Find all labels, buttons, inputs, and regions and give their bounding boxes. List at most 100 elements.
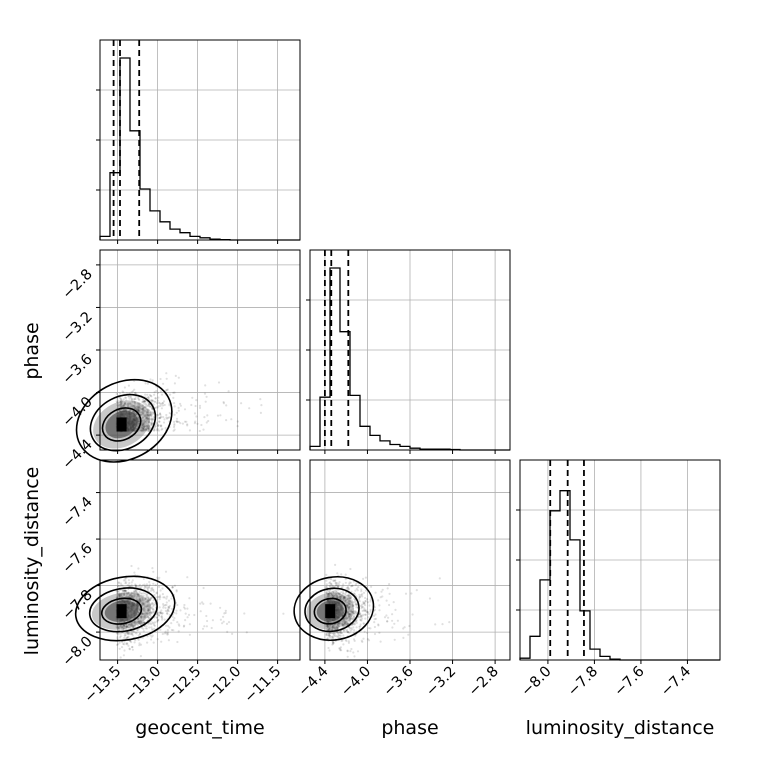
scatter-point [236, 425, 239, 428]
scatter-point [161, 612, 164, 615]
scatter-point [135, 405, 138, 409]
scatter-point [138, 429, 141, 432]
scatter-point [153, 624, 156, 627]
scatter-point [188, 597, 191, 600]
scatter-point [150, 418, 153, 421]
scatter-point [173, 402, 176, 405]
scatter-point [133, 621, 136, 625]
scatter-point [378, 609, 381, 612]
scatter-point [137, 408, 140, 412]
scatter-point [145, 417, 148, 420]
scatter-point [148, 608, 151, 612]
scatter-point [132, 405, 135, 408]
scatter-point [138, 633, 141, 636]
scatter-point [155, 616, 158, 619]
scatter-point [118, 636, 122, 639]
scatter-point [407, 633, 410, 636]
scatter-point [139, 623, 143, 626]
scatter-point [128, 626, 131, 629]
scatter-point [148, 425, 151, 428]
scatter-point [144, 403, 147, 406]
scatter-point [132, 626, 135, 629]
scatter-point [154, 397, 157, 400]
scatter-point [402, 627, 405, 630]
scatter-point [140, 411, 143, 414]
scatter-point [203, 625, 206, 628]
scatter-point [140, 621, 143, 624]
scatter-point [155, 429, 158, 432]
scatter-point [123, 403, 126, 406]
scatter-point [165, 417, 169, 420]
scatter-point [118, 594, 121, 597]
scatter-point [137, 405, 140, 408]
scatter-point [171, 586, 174, 589]
scatter-point [175, 420, 178, 423]
scatter-point [178, 624, 181, 627]
scatter-point [130, 564, 133, 568]
scatter-point [162, 421, 166, 424]
scatter-point [396, 619, 399, 622]
scatter-point [115, 626, 118, 629]
scatter-point [120, 593, 123, 596]
scatter-point [147, 599, 150, 602]
scatter-point [139, 643, 143, 646]
scatter-point [378, 631, 381, 634]
scatter-point [136, 593, 139, 596]
scatter-point [364, 604, 367, 607]
scatter-point [141, 419, 144, 422]
scatter-point [356, 589, 359, 592]
scatter-point [143, 422, 146, 425]
scatter-point [137, 408, 140, 411]
scatter-point [146, 414, 149, 417]
scatter-point [131, 624, 135, 627]
scatter-point [146, 586, 149, 589]
scatter-point [144, 427, 148, 431]
scatter-point [150, 423, 153, 426]
scatter-point [142, 615, 145, 619]
scatter-point [377, 599, 380, 602]
scatter-point [177, 630, 180, 633]
scatter-point [162, 596, 165, 599]
scatter-point [122, 404, 125, 407]
scatter-point [129, 404, 133, 407]
scatter-point [124, 396, 128, 399]
scatter-point [137, 409, 140, 412]
scatter-point [156, 424, 160, 427]
scatter-point [139, 615, 142, 619]
scatter-point [366, 601, 370, 604]
scatter-point [117, 403, 120, 406]
scatter-point [138, 606, 141, 609]
scatter-point [166, 624, 170, 628]
scatter-point [227, 390, 230, 393]
scatter-point [135, 598, 139, 601]
scatter-point [222, 401, 225, 404]
scatter-point [146, 596, 149, 599]
scatter-point [146, 408, 149, 411]
scatter-point [388, 592, 391, 595]
scatter-point [118, 409, 121, 412]
scatter-point [377, 624, 380, 627]
scatter-point [132, 624, 135, 628]
scatter-point [133, 625, 136, 628]
scatter-point [117, 594, 121, 597]
scatter-point [123, 592, 126, 596]
scatter-point [226, 630, 229, 634]
scatter-point [127, 579, 130, 582]
scatter-point [121, 595, 124, 598]
scatter-point [142, 427, 145, 430]
scatter-point [164, 604, 167, 607]
scatter-point [186, 424, 189, 427]
scatter-point [137, 603, 140, 606]
scatter-point [136, 613, 139, 616]
scatter-point [334, 579, 337, 583]
scatter-point [219, 618, 222, 621]
scatter-point [163, 632, 166, 635]
scatter-point [134, 395, 137, 398]
scatter-point [132, 410, 135, 413]
scatter-point [361, 595, 364, 598]
scatter-point [130, 623, 133, 626]
scatter-point [146, 417, 150, 420]
scatter-point [133, 406, 136, 409]
scatter-point [142, 398, 145, 401]
